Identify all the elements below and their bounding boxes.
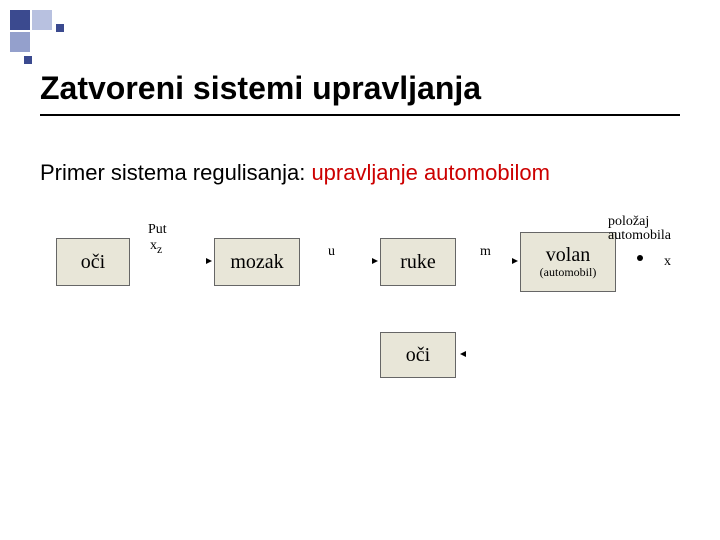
corner-decor-square [32, 10, 52, 30]
label-put: Put [148, 222, 167, 238]
block-oci-2: oči [380, 332, 456, 378]
block-oci-1: oči [56, 238, 130, 286]
subtitle-red: upravljanje automobilom [311, 160, 549, 185]
block-volan-sublabel: (automobil) [540, 266, 597, 279]
title-underline [40, 114, 680, 116]
label-xz: xz [150, 238, 162, 256]
label-u: u [328, 244, 335, 260]
arrow-ruke-to-volan [512, 258, 518, 264]
label-automobila: automobila [608, 228, 671, 244]
block-volan-label: volan [546, 244, 590, 266]
block-oci-2-label: oči [406, 344, 430, 366]
block-ruke: ruke [380, 238, 456, 286]
corner-decor-square [10, 10, 30, 30]
block-mozak-label: mozak [230, 251, 283, 273]
slide-subtitle: Primer sistema regulisanja: upravljanje … [40, 160, 550, 186]
corner-decor-square [56, 24, 64, 32]
label-m: m [480, 244, 491, 260]
block-volan: volan (automobil) [520, 232, 616, 292]
arrow-feedback-to-oci [460, 351, 466, 357]
label-x: x [664, 254, 671, 270]
subtitle-prefix: Primer sistema regulisanja: [40, 160, 311, 185]
corner-decor-square [10, 32, 30, 52]
arrow-mozak-to-ruke [372, 258, 378, 264]
corner-decor-square [24, 56, 32, 64]
arrow-oci-to-mozak [206, 258, 212, 264]
label-polozaj: položaj [608, 214, 649, 230]
block-oci-1-label: oči [81, 251, 105, 273]
block-mozak: mozak [214, 238, 300, 286]
slide-title: Zatvoreni sistemi upravljanja [40, 70, 481, 107]
block-ruke-label: ruke [400, 251, 436, 273]
branch-dot-icon [637, 255, 643, 261]
